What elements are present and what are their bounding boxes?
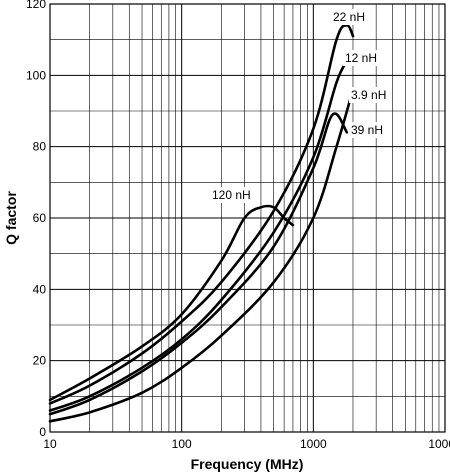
series-label-39-nh: 39 nH [351, 123, 383, 137]
series-labels: 22 nH 12 nH 3.9 nH 39 nH 120 nH [210, 9, 389, 203]
y-tick-label: 40 [33, 282, 47, 296]
series-label-background [343, 50, 380, 66]
y-tick-labels: 0 20 40 60 80 100 120 [26, 0, 46, 439]
y-tick-label: 100 [26, 68, 46, 82]
y-tick-label: 120 [26, 0, 46, 11]
curve-3-9-nh [48, 88, 355, 423]
x-tick-label: 100 [172, 437, 192, 451]
series-label-12-nh: 12 nH [345, 51, 377, 65]
x-tick-label: 10 [43, 437, 57, 451]
y-tick-label: 80 [33, 140, 47, 154]
series-label-background [349, 87, 389, 103]
curve-120-nh [48, 204, 295, 402]
series-label-3-9-nh: 3.9 nH [351, 88, 386, 102]
plot-frame [49, 3, 446, 433]
series-curves [48, 24, 355, 423]
curve-22-nh [48, 24, 355, 405]
series-label-background [210, 187, 253, 203]
curve-12-nh [48, 59, 349, 412]
curve-39-nh [48, 112, 349, 416]
y-tick-label: 0 [39, 425, 46, 439]
series-label-background [331, 9, 368, 25]
x-tick-labels: 10 100 1000 10000 [43, 437, 450, 451]
y-tick-label: 20 [33, 354, 47, 368]
x-axis-title: Frequency (MHz) [191, 456, 304, 472]
grid-lines [49, 3, 445, 433]
x-tick-label: 1000 [300, 437, 327, 451]
series-label-background [349, 122, 386, 138]
series-label-120-nh: 120 nH [212, 188, 251, 202]
y-tick-label: 60 [33, 211, 47, 225]
series-label-22-nh: 22 nH [333, 10, 365, 24]
y-axis-title: Q factor [3, 191, 19, 245]
x-tick-label: 10000 [428, 437, 450, 451]
